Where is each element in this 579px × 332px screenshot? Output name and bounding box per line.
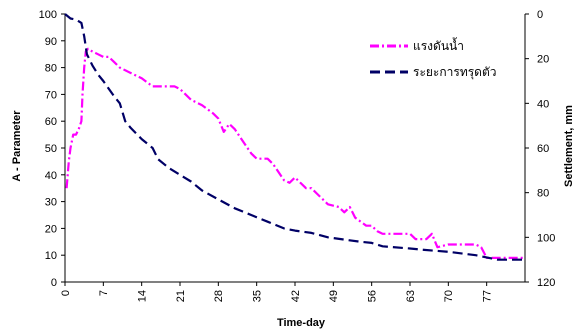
y-right-tick-label: 20 <box>537 54 549 66</box>
y-right-tick-label: 0 <box>537 9 543 21</box>
y-right-tick-label: 80 <box>537 188 549 200</box>
x-tick-label: 35 <box>252 290 264 302</box>
x-tick-label: 49 <box>328 290 340 302</box>
y-left-tick-label: 0 <box>51 277 57 289</box>
x-tick-label: 56 <box>367 290 379 302</box>
y-right-tick-label: 60 <box>537 143 549 155</box>
y-left-tick-label: 90 <box>45 36 57 48</box>
y-right-tick-label: 120 <box>537 277 555 289</box>
legend-label-settlement: ระยะการทรุดตัว <box>413 65 497 80</box>
x-tick-label: 70 <box>443 290 455 302</box>
y-right-tick-label: 40 <box>537 98 549 110</box>
y-axis-left-title: A - Parameter <box>11 110 23 182</box>
legend: แรงดันน้ำ ระยะการทรุดตัว <box>370 37 497 80</box>
y-axis-right-title: Settlement, mm <box>563 105 575 187</box>
series-line-settlement <box>64 13 525 261</box>
axes <box>61 13 529 286</box>
y-left-tick-label: 20 <box>45 223 57 235</box>
series-layer <box>64 13 525 261</box>
y-left-tick-label: 50 <box>45 143 57 155</box>
tick-labels: 0 7 14 21 28 35 42 49 56 63 70 77 0 10 20 30 40 50 60 70 80 9… <box>39 9 556 302</box>
y-right-tick-label: 100 <box>537 232 555 244</box>
x-tick-label: 63 <box>405 290 417 302</box>
x-tick-label: 21 <box>175 290 187 302</box>
x-tick-label: 14 <box>137 290 149 302</box>
legend-label-water-pressure: แรงดันน้ำ <box>413 37 464 53</box>
y-left-tick-label: 60 <box>45 116 57 128</box>
series-line-water-pressure <box>65 47 525 259</box>
x-tick-label: 7 <box>98 290 110 296</box>
y-left-tick-label: 100 <box>39 9 57 21</box>
x-tick-label: 77 <box>482 290 494 302</box>
x-tick-label: 0 <box>60 290 72 296</box>
y-left-tick-label: 40 <box>45 170 57 182</box>
x-axis-title: Time-day <box>277 317 326 329</box>
y-left-tick-label: 10 <box>45 250 57 262</box>
x-tick-label: 28 <box>213 290 225 302</box>
y-left-tick-label: 30 <box>45 197 57 209</box>
y-left-tick-label: 70 <box>45 89 57 101</box>
x-tick-label: 42 <box>290 290 302 302</box>
y-left-tick-label: 80 <box>45 63 57 75</box>
